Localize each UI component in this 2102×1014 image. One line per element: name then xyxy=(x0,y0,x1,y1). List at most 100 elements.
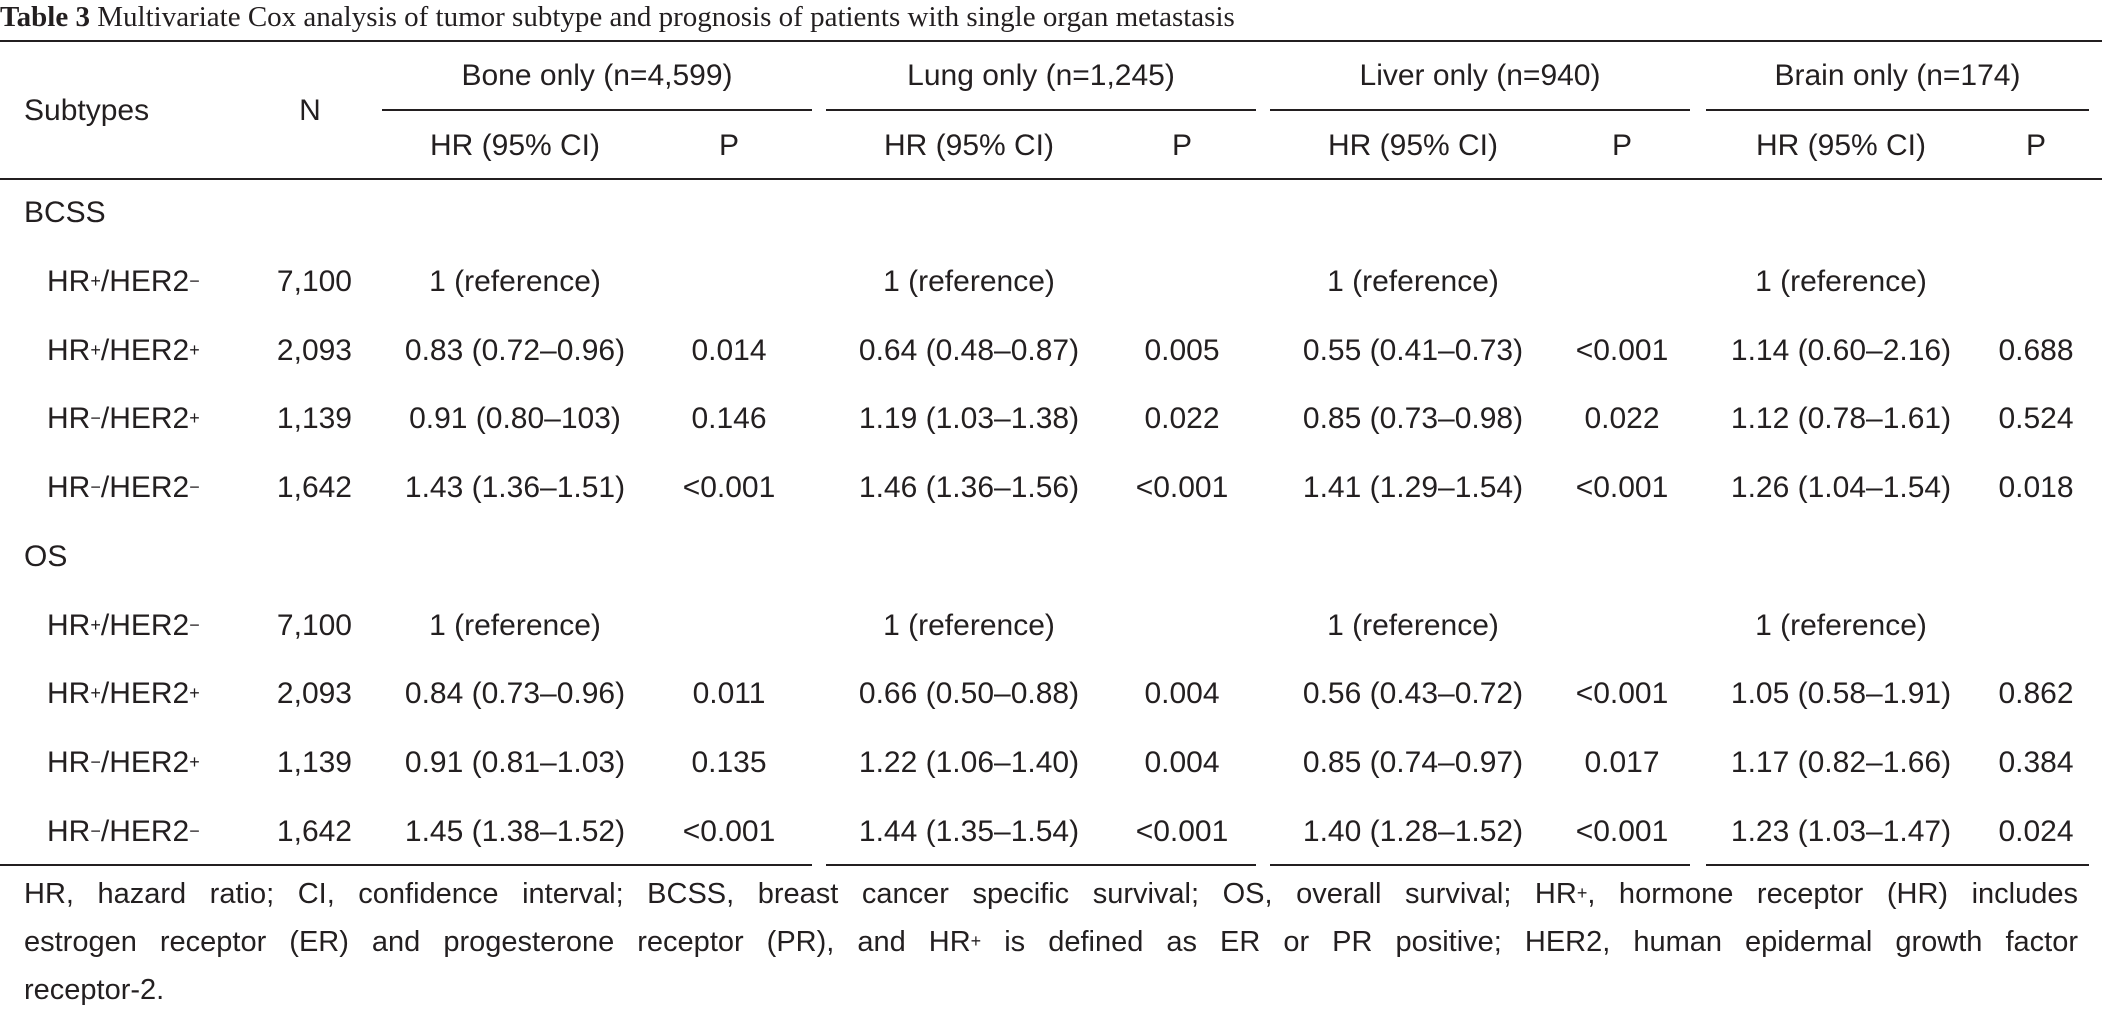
subtype-label: HR−/HER2− xyxy=(47,471,200,504)
hr-ci-value: 0.85 (0.73–0.98) xyxy=(1302,402,1524,435)
p-value: <0.001 xyxy=(1575,815,1669,848)
hr-ci-value: 1 (reference) xyxy=(1755,265,1927,298)
p-value: 0.384 xyxy=(1998,746,2074,779)
n-value: 2,093 xyxy=(276,677,352,710)
hr-ci-value: 1.23 (1.03–1.47) xyxy=(1730,815,1952,848)
p-value: <0.001 xyxy=(1135,471,1229,504)
group-underline-3 xyxy=(1270,109,1690,111)
header-group-1: Bone only (n=4,599) xyxy=(461,59,733,92)
section-label-bcss: BCSS xyxy=(24,196,106,229)
hr-ci-value: 0.91 (0.80–103) xyxy=(409,402,621,435)
p-value: <0.001 xyxy=(1135,815,1229,848)
p-value: 0.017 xyxy=(1584,746,1660,779)
hr-ci-value: 0.55 (0.41–0.73) xyxy=(1302,334,1524,367)
header-p-1: P xyxy=(718,129,739,162)
p-value: 0.004 xyxy=(1144,746,1220,779)
p-value: 0.004 xyxy=(1144,677,1220,710)
p-value: 0.014 xyxy=(691,334,767,367)
header-group-4: Brain only (n=174) xyxy=(1774,59,2021,92)
hr-ci-value: 0.64 (0.48–0.87) xyxy=(858,334,1080,367)
group-underline-4 xyxy=(1706,109,2089,111)
hr-ci-value: 1.46 (1.36–1.56) xyxy=(858,471,1080,504)
subtype-label: HR−/HER2+ xyxy=(47,746,200,779)
p-value: <0.001 xyxy=(682,471,776,504)
header-group-2: Lung only (n=1,245) xyxy=(907,59,1175,92)
hr-ci-value: 1.26 (1.04–1.54) xyxy=(1730,471,1952,504)
p-value: 0.146 xyxy=(691,402,767,435)
hr-ci-value: 1.14 (0.60–2.16) xyxy=(1730,334,1952,367)
hr-ci-value: 0.83 (0.72–0.96) xyxy=(404,334,626,367)
p-value: <0.001 xyxy=(1575,471,1669,504)
p-value: <0.001 xyxy=(1575,677,1669,710)
hr-ci-value: 1 (reference) xyxy=(429,265,601,298)
n-value: 7,100 xyxy=(276,609,352,642)
p-value: <0.001 xyxy=(1575,334,1669,367)
p-value: 0.022 xyxy=(1584,402,1660,435)
hr-ci-value: 1.41 (1.29–1.54) xyxy=(1302,471,1524,504)
group-underline-2 xyxy=(826,109,1256,111)
footnote-line-2: estrogen receptor (ER) and progesterone … xyxy=(24,926,2078,958)
header-group-3: Liver only (n=940) xyxy=(1359,59,1601,92)
hr-ci-value: 0.66 (0.50–0.88) xyxy=(858,677,1080,710)
n-value: 1,642 xyxy=(276,815,352,848)
table-number: Table 3 xyxy=(0,1,90,33)
p-value: 0.011 xyxy=(692,677,766,710)
bottom-rule-4 xyxy=(1706,864,2089,866)
hr-ci-value: 1.40 (1.28–1.52) xyxy=(1302,815,1524,848)
footnote-line-3: receptor-2. xyxy=(24,974,165,1006)
header-hr-ci-1: HR (95% CI) xyxy=(429,129,601,162)
n-value: 1,139 xyxy=(276,402,352,435)
subtype-label: HR+/HER2+ xyxy=(47,334,200,367)
group-underline-1 xyxy=(382,109,812,111)
hr-ci-value: 1.22 (1.06–1.40) xyxy=(858,746,1080,779)
bottom-rule-1 xyxy=(0,864,812,866)
header-p-3: P xyxy=(1611,129,1632,162)
n-value: 2,093 xyxy=(276,334,352,367)
hr-ci-value: 1 (reference) xyxy=(1327,265,1499,298)
subtype-label: HR+/HER2− xyxy=(47,265,200,298)
table-footnote: HR, hazard ratio; CI, confidence interva… xyxy=(24,870,2078,1014)
bottom-rule-3 xyxy=(1270,864,1690,866)
hr-ci-value: 1.17 (0.82–1.66) xyxy=(1730,746,1952,779)
hr-ci-value: 0.56 (0.43–0.72) xyxy=(1302,677,1524,710)
hr-ci-value: 0.91 (0.81–1.03) xyxy=(404,746,626,779)
hr-ci-value: 1 (reference) xyxy=(429,609,601,642)
hr-ci-value: 0.84 (0.73–0.96) xyxy=(404,677,626,710)
hr-ci-value: 1.12 (0.78–1.61) xyxy=(1730,402,1952,435)
hr-ci-value: 1 (reference) xyxy=(1327,609,1499,642)
hr-ci-value: 1.43 (1.36–1.51) xyxy=(404,471,626,504)
header-bottom-rule xyxy=(0,178,2102,180)
header-subtypes: Subtypes xyxy=(24,94,150,127)
table-caption: Table 3 Multivariate Cox analysis of tum… xyxy=(0,0,1235,38)
header-n: N xyxy=(299,94,321,127)
p-value: 0.024 xyxy=(1998,815,2074,848)
hr-ci-value: 1.05 (0.58–1.91) xyxy=(1730,677,1952,710)
hr-ci-value: 1 (reference) xyxy=(883,609,1055,642)
section-label-os: OS xyxy=(24,540,68,573)
header-hr-ci-2: HR (95% CI) xyxy=(883,129,1055,162)
hr-ci-value: 1 (reference) xyxy=(883,265,1055,298)
hr-ci-value: 0.85 (0.74–0.97) xyxy=(1302,746,1524,779)
hr-ci-value: 1.45 (1.38–1.52) xyxy=(404,815,626,848)
p-value: <0.001 xyxy=(682,815,776,848)
subtype-label: HR+/HER2+ xyxy=(47,677,200,710)
header-p-2: P xyxy=(1171,129,1192,162)
n-value: 7,100 xyxy=(276,265,352,298)
subtype-label: HR−/HER2+ xyxy=(47,402,200,435)
p-value: 0.688 xyxy=(1998,334,2074,367)
subtype-label: HR+/HER2− xyxy=(47,609,200,642)
subtype-label: HR−/HER2− xyxy=(47,815,200,848)
header-hr-ci-3: HR (95% CI) xyxy=(1327,129,1499,162)
n-value: 1,642 xyxy=(276,471,352,504)
n-value: 1,139 xyxy=(276,746,352,779)
header-p-4: P xyxy=(2025,129,2046,162)
p-value: 0.862 xyxy=(1998,677,2074,710)
p-value: 0.005 xyxy=(1144,334,1220,367)
hr-ci-value: 1 (reference) xyxy=(1755,609,1927,642)
hr-ci-value: 1.19 (1.03–1.38) xyxy=(858,402,1080,435)
p-value: 0.022 xyxy=(1144,402,1220,435)
bottom-rule-2 xyxy=(826,864,1256,866)
p-value: 0.524 xyxy=(1998,402,2074,435)
table-title: Multivariate Cox analysis of tumor subty… xyxy=(97,1,1235,33)
